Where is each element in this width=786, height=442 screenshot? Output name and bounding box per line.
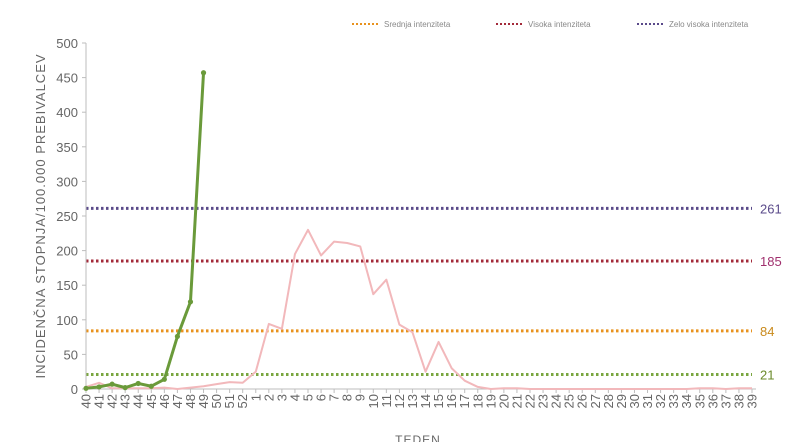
x-tick-label: 25 — [562, 394, 577, 408]
threshold-label: 84 — [760, 324, 774, 339]
x-tick-label: 33 — [666, 394, 681, 408]
x-tick-label: 20 — [496, 394, 511, 408]
x-tick-label: 6 — [314, 394, 329, 401]
x-tick-label: 36 — [705, 394, 720, 408]
legend-entry: Srednja intenziteta — [384, 20, 451, 29]
series-point — [200, 70, 207, 76]
series-point — [174, 333, 181, 340]
y-tick-label: 250 — [56, 209, 78, 224]
x-tick-label: 52 — [235, 394, 250, 408]
threshold-label: 21 — [760, 367, 774, 382]
y-tick-label: 50 — [64, 347, 78, 362]
x-tick-label: 50 — [209, 394, 224, 408]
x-tick-label: 3 — [274, 394, 289, 401]
x-tick-label: 1 — [248, 394, 263, 401]
x-tick-label: 31 — [640, 394, 655, 408]
x-tick-label: 42 — [105, 394, 120, 408]
x-tick-label: 5 — [301, 394, 316, 401]
x-tick-label: 41 — [92, 394, 107, 408]
x-tick-label: 13 — [405, 394, 420, 408]
series-line — [85, 228, 752, 390]
x-tick-label: 11 — [379, 394, 394, 408]
x-tick-label: 34 — [679, 394, 694, 408]
series-point — [122, 385, 128, 391]
series-point — [148, 383, 154, 389]
y-tick-label: 500 — [56, 36, 78, 51]
x-tick-label: 21 — [509, 394, 524, 408]
x-tick-label: 43 — [118, 394, 133, 408]
threshold-label: 185 — [760, 254, 782, 269]
x-tick-label: 26 — [575, 394, 590, 408]
x-tick-label: 27 — [588, 394, 603, 408]
x-tick-label: 16 — [444, 394, 459, 408]
x-tick-label: 37 — [718, 394, 733, 408]
threshold-label: 261 — [760, 201, 782, 216]
x-tick-label: 29 — [614, 394, 629, 408]
legend-entry: Zelo visoka intenziteta — [669, 20, 749, 29]
x-tick-label: 46 — [157, 394, 172, 408]
y-tick-label: 0 — [71, 382, 78, 397]
x-tick-label: 7 — [327, 394, 342, 401]
y-tick-label: 100 — [56, 313, 78, 328]
series-point — [161, 376, 167, 382]
series-point — [135, 380, 141, 387]
series-line — [85, 72, 206, 390]
y-tick-label: 300 — [56, 174, 78, 189]
x-tick-label: 51 — [222, 394, 237, 408]
x-tick-label: 28 — [601, 394, 616, 408]
x-tick-label: 17 — [457, 394, 472, 408]
x-tick-label: 39 — [745, 394, 760, 408]
x-tick-label: 35 — [692, 394, 707, 408]
y-tick-label: 450 — [56, 71, 78, 86]
x-tick-label: 32 — [653, 394, 668, 408]
x-tick-label: 4 — [287, 394, 302, 401]
y-tick-label: 150 — [56, 278, 78, 293]
y-tick-label: 200 — [56, 244, 78, 259]
legend-entry: Visoka intenziteta — [528, 20, 591, 29]
x-tick-label: 14 — [418, 394, 433, 408]
x-tick-label: 45 — [144, 394, 159, 408]
x-tick-label: 10 — [366, 394, 381, 408]
legend: Srednja intenziteta Visoka intenziteta Zel… — [352, 20, 749, 29]
series-point — [187, 299, 194, 305]
x-tick-label: 22 — [523, 394, 538, 408]
x-tick-label: 44 — [131, 394, 146, 408]
x-axis-label: TEDEN — [395, 433, 441, 442]
series-group — [83, 70, 752, 391]
x-tick-label: 38 — [731, 394, 746, 408]
x-tick-label: 12 — [392, 394, 407, 408]
x-tick-label: 2 — [261, 394, 276, 401]
x-tick-label: 48 — [183, 394, 198, 408]
series-point — [83, 385, 89, 391]
x-tick-label: 8 — [340, 394, 355, 401]
x-tick-label: 18 — [470, 394, 485, 408]
x-tick-label: 15 — [431, 394, 446, 408]
x-tick-label: 49 — [196, 394, 211, 408]
x-tick-label: 47 — [170, 394, 185, 408]
x-tick-label: 9 — [353, 394, 368, 401]
series-point — [96, 384, 102, 390]
x-tick-label: 23 — [536, 394, 551, 408]
x-tick-label: 40 — [79, 394, 94, 408]
x-tick-label: 19 — [483, 394, 498, 408]
y-axis-label: INCIDENČNA STOPNJA/100.000 PREBIVALCEV — [33, 53, 48, 378]
x-tick-label: 24 — [549, 394, 564, 408]
y-tick-label: 350 — [56, 140, 78, 155]
x-tick-label: 30 — [627, 394, 642, 408]
axes: 0501001502002503003504004505004041424344… — [56, 36, 759, 408]
y-tick-label: 400 — [56, 105, 78, 120]
series-point — [109, 381, 115, 387]
